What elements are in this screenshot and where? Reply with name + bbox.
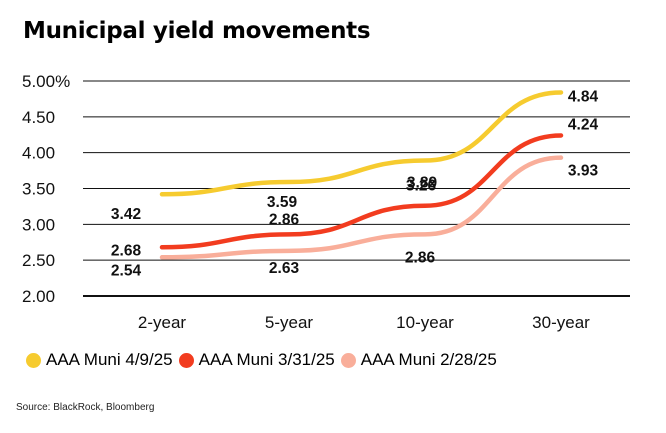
- y-tick-label: 2.00: [22, 287, 55, 306]
- legend-label-series-0: AAA Muni 4/9/25: [46, 350, 173, 369]
- legend-item-series-1: AAA Muni 3/31/25: [178, 350, 335, 370]
- legend-label-series-1: AAA Muni 3/31/25: [198, 350, 335, 369]
- data-label-series-1: 4.24: [568, 116, 599, 133]
- y-tick-label: 2.50: [22, 251, 55, 270]
- legend-label-series-2: AAA Muni 2/28/25: [360, 350, 497, 369]
- source-note: Source: BlackRock, Bloomberg: [16, 402, 155, 413]
- legend-swatch-series-0: [26, 352, 41, 368]
- data-label-series-1: 3.26: [406, 178, 437, 195]
- series-line-2: [159, 155, 564, 260]
- y-tick-label: 3.50: [22, 180, 55, 199]
- legend: AAA Muni 4/9/25 AAA Muni 3/31/25 AAA Mun…: [26, 350, 503, 370]
- legend-swatch-series-1: [178, 352, 194, 368]
- data-label-series-0: 3.59: [267, 194, 298, 211]
- data-label-series-2: 2.63: [269, 260, 300, 277]
- series-line-1: [159, 133, 564, 250]
- data-label-series-2: 2.54: [111, 262, 142, 279]
- y-tick-label: 4.50: [22, 108, 55, 127]
- chart-title: Municipal yield movements: [23, 18, 371, 44]
- legend-item-series-2: AAA Muni 2/28/25: [340, 350, 497, 370]
- y-tick-label: 3.00: [22, 215, 55, 234]
- line-chart: 2.00 2.50 3.00 3.50 4.00 4.50 5.00% 2-year 5-yea…: [22, 72, 630, 332]
- x-tick-label: 30-year: [532, 313, 590, 332]
- data-label-series-0: 3.89: [407, 175, 438, 192]
- series-line-0: [159, 90, 564, 197]
- data-label-series-2: 3.93: [568, 163, 599, 180]
- data-label-series-0: 3.42: [111, 206, 141, 223]
- y-tick-label: 4.00: [22, 144, 55, 163]
- data-label-series-2: 2.86: [405, 249, 436, 266]
- data-label-series-0: 4.84: [568, 88, 599, 105]
- legend-swatch-series-2: [340, 352, 356, 368]
- data-label-series-1: 2.68: [111, 242, 142, 259]
- x-tick-label: 2-year: [138, 313, 187, 332]
- data-label-series-1: 2.86: [269, 211, 300, 228]
- x-tick-label: 10-year: [396, 313, 454, 332]
- x-tick-label: 5-year: [265, 313, 314, 332]
- y-tick-label: 5.00%: [22, 72, 70, 91]
- legend-item-series-0: AAA Muni 4/9/25: [26, 350, 173, 370]
